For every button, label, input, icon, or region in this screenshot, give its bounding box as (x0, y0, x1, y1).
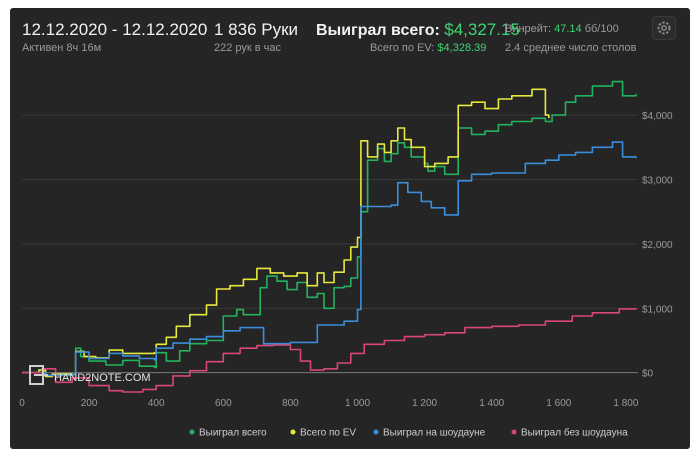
won-total-label: Выиграл всего: (316, 22, 440, 39)
legend-marker (290, 429, 296, 435)
x-tick-label: 1 000 (345, 398, 370, 409)
winrate-value: 47.14 (554, 23, 582, 35)
ev-total-value: $4,328.39 (437, 42, 487, 54)
won-total: Выиграл всего: $4,327.15 (316, 20, 520, 40)
hands-per-hour: 222 рук в час (214, 42, 282, 54)
ev-total-label: Всего по EV: (370, 42, 435, 54)
legend-marker (511, 429, 517, 435)
x-tick-label: 1 600 (546, 398, 571, 409)
ev-total: Всего по EV: $4,328.39 (370, 42, 486, 54)
won-total-value: $4,327.15 (444, 20, 520, 39)
x-tick-label: 600 (215, 398, 232, 409)
series-line-0 (22, 80, 637, 378)
series-line-2 (22, 141, 637, 377)
chart-panel (10, 8, 690, 449)
watermark: HAND2NOTE.COM (29, 365, 151, 385)
y-tick-label: $4,000 (642, 111, 673, 122)
winrate: Винрейт: 47.14 бб/100 (505, 23, 619, 35)
legend-marker (189, 429, 195, 435)
x-tick-label: 0 (19, 398, 25, 409)
legend-label[interactable]: Всего по EV (300, 428, 356, 439)
active-time: Активен 8ч 16м (22, 42, 102, 54)
legend-label[interactable]: Выиграл всего (199, 428, 267, 439)
y-tick-label: $3,000 (642, 175, 673, 186)
x-tick-label: 400 (148, 398, 165, 409)
series-line-1 (22, 88, 550, 378)
y-tick-label: $1,000 (642, 304, 673, 315)
legend-label[interactable]: Выиграл на шоудауне (383, 428, 486, 439)
hands-count: 1 836 Руки (214, 20, 299, 39)
x-axis: 0 200 400 600 800 1 000 1 200 1 400 1 600 1 800 (19, 398, 639, 409)
winrate-unit: бб/100 (584, 23, 619, 35)
series-line-3 (22, 308, 637, 393)
avg-tables: 2.4 среднее число столов (505, 42, 637, 54)
watermark-text: HAND2NOTE.COM (54, 372, 151, 384)
y-axis: $0 $1,000 $2,000 $3,000 $4,000 (642, 111, 673, 380)
legend-label[interactable]: Выиграл без шоудауна (521, 427, 628, 439)
legend: Выиграл всего Всего по EV Выиграл на шоуда… (189, 427, 628, 439)
date-range: 12.12.2020 - 12.12.2020 (22, 20, 208, 39)
x-tick-label: 1 200 (412, 398, 437, 409)
y-tick-label: $2,000 (642, 240, 673, 251)
gear-icon (657, 21, 671, 35)
series-lines (22, 80, 637, 393)
grid (22, 114, 638, 374)
x-tick-label: 1 800 (613, 398, 638, 409)
winrate-label: Винрейт: (505, 23, 552, 35)
x-tick-label: 1 400 (479, 398, 504, 409)
y-tick-label: $0 (642, 369, 654, 380)
x-tick-label: 800 (282, 398, 299, 409)
x-tick-label: 200 (81, 398, 98, 409)
settings-button[interactable] (652, 16, 676, 40)
legend-marker (373, 429, 379, 435)
